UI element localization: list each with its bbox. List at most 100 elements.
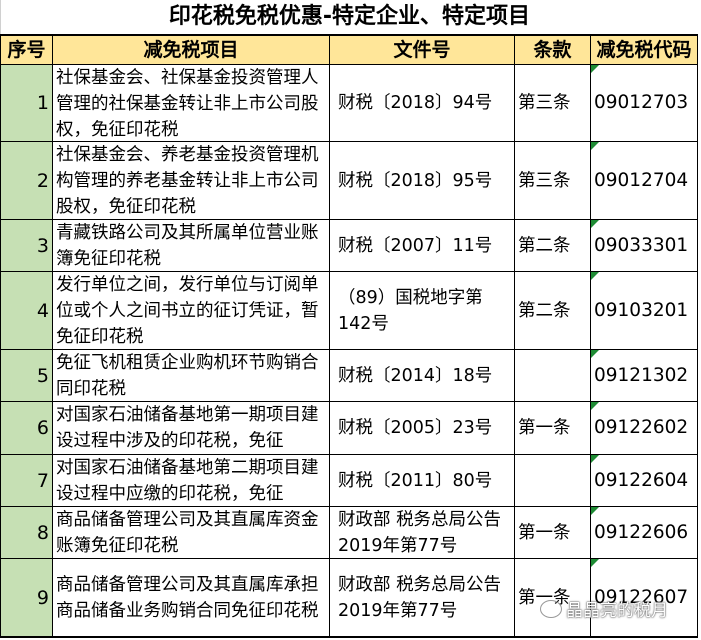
cell-item[interactable]: 免征飞机租赁企业购机环节购销合同印花税 xyxy=(52,349,330,402)
cell-code[interactable]: 09033301 xyxy=(590,219,698,272)
cell-doc-text: （89）国税地字第142号 xyxy=(338,287,483,334)
cell-item[interactable]: 商品储备管理公司及其直属库资金账簿免征印花税 xyxy=(52,506,330,559)
cell-doc[interactable]: 财税〔2011〕80号 xyxy=(329,454,515,507)
cell-code[interactable]: 09012703 xyxy=(590,64,698,142)
cell-item[interactable]: 社保基金会、养老基金投资管理机构管理的养老基金转让非上市公司股权，免征印花税 xyxy=(52,141,330,220)
cell-doc[interactable]: 财税〔2007〕11号 xyxy=(329,219,515,272)
cell-doc[interactable]: 财政部 税务总局公告2019年第77号 xyxy=(329,558,515,638)
header-code[interactable]: 减免税代码 xyxy=(590,34,698,65)
cell-code[interactable]: 09012704 xyxy=(590,141,698,220)
cell-item-text: 社保基金会、养老基金投资管理机构管理的养老基金转让非上市公司股权，免征印花税 xyxy=(56,145,319,217)
cell-doc-text: 财政部 税务总局公告2019年第77号 xyxy=(338,510,502,556)
cell-seq[interactable]: 5 xyxy=(0,349,53,402)
cell-seq[interactable]: 9 xyxy=(0,558,53,638)
sheet-title[interactable]: 印花税免税优惠-特定企业、特定项目 xyxy=(0,0,698,34)
cell-item-text: 对国家石油储备基地第二期项目建设过程中应缴的印花税，免征 xyxy=(56,458,319,504)
cell-seq[interactable]: 3 xyxy=(0,219,53,272)
table-row: 6 对国家石油储备基地第一期项目建设过程中涉及的印花税，免征 财税〔2005〕23号… xyxy=(0,401,698,455)
cell-code-text: 09121302 xyxy=(594,364,689,386)
cell-doc-text: 财税〔2005〕23号 xyxy=(338,418,493,438)
watermark-text: 晶晶亮的税月 xyxy=(566,601,668,621)
cell-code[interactable]: 09122604 xyxy=(590,454,698,507)
cell-item[interactable]: 社保基金会、社保基金投资管理人管理的社保基金转让非上市公司股权，免征印花税 xyxy=(52,64,330,142)
cell-clause-text: 第一条 xyxy=(518,418,571,438)
comment-marker-icon xyxy=(591,455,599,463)
cell-item[interactable]: 发行单位之间，发行单位与订阅单位或个人之间书立的征订凭证，暂免征印花税 xyxy=(52,271,330,350)
table-row: 4 发行单位之间，发行单位与订阅单位或个人之间书立的征订凭证，暂免征印花税 （89）… xyxy=(0,271,698,350)
cell-item-text: 社保基金会、社保基金投资管理人管理的社保基金转让非上市公司股权，免征印花税 xyxy=(56,68,319,140)
header-item[interactable]: 减免税项目 xyxy=(52,34,330,65)
cell-doc-text: 财税〔2007〕11号 xyxy=(338,235,493,256)
cell-clause[interactable] xyxy=(514,349,591,402)
cell-code[interactable]: 09122602 xyxy=(590,401,698,455)
cell-seq[interactable]: 2 xyxy=(0,141,53,220)
table-row: 9 商品储备管理公司及其直属库承担商品储备业务购销合同免征印花税 财政部 税务总局公… xyxy=(0,558,698,638)
cell-code[interactable]: 09103201 xyxy=(590,271,698,350)
cell-item[interactable]: 对国家石油储备基地第二期项目建设过程中应缴的印花税，免征 xyxy=(52,454,330,507)
cell-seq[interactable]: 1 xyxy=(0,64,53,142)
cell-code-text: 09122606 xyxy=(594,521,689,543)
cell-code-text: 09122602 xyxy=(594,417,689,438)
cell-doc[interactable]: 财税〔2005〕23号 xyxy=(329,401,515,455)
cell-seq-text: 5 xyxy=(36,364,49,387)
cell-doc-text: 财税〔2018〕94号 xyxy=(338,93,493,113)
comment-marker-icon xyxy=(591,402,599,410)
tax-exemption-table: 序号 减免税项目 文件号 条款 减免税代码 1 社保基金会、社保基金投资管理人管理… xyxy=(0,34,698,638)
header-doc[interactable]: 文件号 xyxy=(329,34,515,65)
cell-code-text: 09103201 xyxy=(594,299,689,321)
cell-code[interactable]: 09122607 xyxy=(590,558,698,638)
cell-seq[interactable]: 6 xyxy=(0,401,53,455)
cell-clause-text: 第一条 xyxy=(518,522,571,543)
cell-doc[interactable]: 财税〔2018〕95号 xyxy=(329,141,515,220)
cell-clause[interactable]: 第二条 xyxy=(514,271,591,350)
cell-clause[interactable]: 第一条 xyxy=(514,401,591,455)
cell-item[interactable]: 对国家石油储备基地第一期项目建设过程中涉及的印花税，免征 xyxy=(52,401,330,455)
header-row: 序号 减免税项目 文件号 条款 减免税代码 xyxy=(0,34,698,65)
cell-code-text: 09012703 xyxy=(594,92,689,113)
cell-clause[interactable]: 第三条 xyxy=(514,141,591,220)
cell-code-text: 09122604 xyxy=(594,469,689,491)
cell-item[interactable]: 青藏铁路公司及其所属单位营业账簿免征印花税 xyxy=(52,219,330,272)
cell-clause-text: 第三条 xyxy=(518,93,571,113)
cell-seq[interactable]: 8 xyxy=(0,506,53,559)
cell-seq-text: 2 xyxy=(36,169,49,192)
cell-seq[interactable]: 7 xyxy=(0,454,53,507)
cell-clause[interactable]: 第三条 xyxy=(514,64,591,142)
wechat-icon xyxy=(540,599,562,618)
watermark: 晶晶亮的税月 xyxy=(540,596,668,621)
cell-doc-text: 财税〔2018〕95号 xyxy=(338,170,493,191)
comment-marker-icon xyxy=(591,142,599,150)
table-row: 8 商品储备管理公司及其直属库资金账簿免征印花税 财政部 税务总局公告2019年第7… xyxy=(0,506,698,559)
cell-item-text: 青藏铁路公司及其所属单位营业账簿免征印花税 xyxy=(56,223,319,269)
comment-marker-icon xyxy=(591,350,599,358)
cell-doc[interactable]: 财税〔2014〕18号 xyxy=(329,349,515,402)
cell-item-text: 发行单位之间，发行单位与订阅单位或个人之间书立的征订凭证，暂免征印花税 xyxy=(56,275,319,347)
cell-doc[interactable]: 财政部 税务总局公告2019年第77号 xyxy=(329,506,515,559)
comment-marker-icon xyxy=(591,220,599,228)
cell-item[interactable]: 商品储备管理公司及其直属库承担商品储备业务购销合同免征印花税 xyxy=(52,558,330,638)
cell-code[interactable]: 09122606 xyxy=(590,506,698,559)
cell-seq-text: 1 xyxy=(36,92,49,114)
table-row: 3 青藏铁路公司及其所属单位营业账簿免征印花税 财税〔2007〕11号 第二条 0903… xyxy=(0,219,698,272)
cell-clause-text: 第三条 xyxy=(518,170,571,191)
comment-marker-icon xyxy=(591,65,599,73)
cell-doc[interactable]: （89）国税地字第142号 xyxy=(329,271,515,350)
cell-item-text: 对国家石油储备基地第一期项目建设过程中涉及的印花税，免征 xyxy=(56,405,319,451)
cell-doc[interactable]: 财税〔2018〕94号 xyxy=(329,64,515,142)
cell-clause[interactable]: 第一条 xyxy=(514,506,591,559)
cell-code-text: 09122607 xyxy=(594,586,689,608)
cell-code[interactable]: 09121302 xyxy=(590,349,698,402)
cell-clause-text: 第二条 xyxy=(518,300,571,321)
comment-marker-icon xyxy=(591,559,599,567)
cell-clause-text: 第二条 xyxy=(518,235,571,256)
cell-clause[interactable] xyxy=(514,454,591,507)
header-seq[interactable]: 序号 xyxy=(0,34,53,65)
table-row: 5 免征飞机租赁企业购机环节购销合同印花税 财税〔2014〕18号 09121302 xyxy=(0,349,698,402)
table-row: 1 社保基金会、社保基金投资管理人管理的社保基金转让非上市公司股权，免征印花税 财税… xyxy=(0,64,698,142)
table-row: 2 社保基金会、养老基金投资管理机构管理的养老基金转让非上市公司股权，免征印花税财… xyxy=(0,141,698,220)
header-clause[interactable]: 条款 xyxy=(514,34,591,65)
cell-clause[interactable]: 第二条 xyxy=(514,219,591,272)
cell-code-text: 09033301 xyxy=(594,234,689,256)
cell-seq[interactable]: 4 xyxy=(0,271,53,350)
cell-item-text: 商品储备管理公司及其直属库资金账簿免征印花税 xyxy=(56,510,319,556)
